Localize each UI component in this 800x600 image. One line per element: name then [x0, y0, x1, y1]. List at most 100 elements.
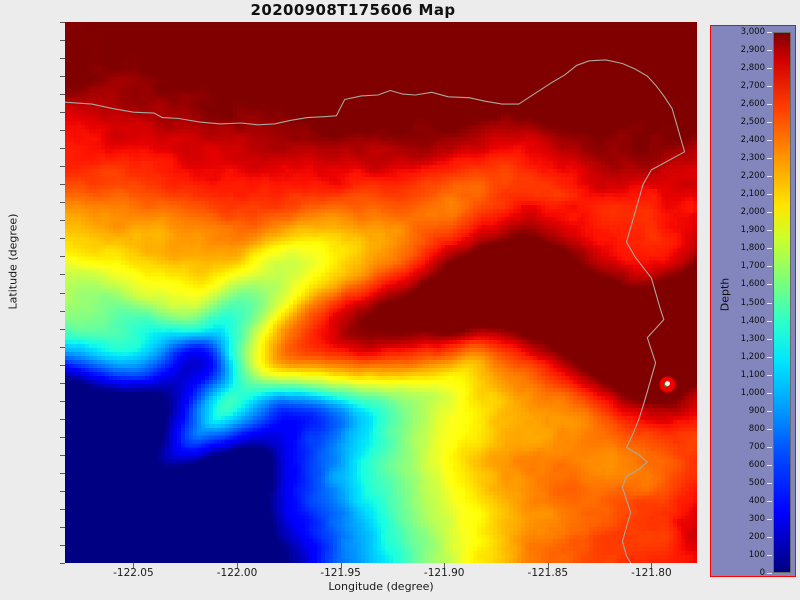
- colorbar-tick-label: 600: [748, 459, 765, 470]
- y-tick-mark: [60, 382, 65, 384]
- colorbar-tick-label: 1,500: [740, 297, 765, 308]
- x-tick-label: -121.90: [423, 567, 465, 579]
- colorbar-tick-label: 2,300: [740, 153, 765, 164]
- colorbar-tick-label: 2,400: [740, 135, 765, 146]
- colorbar-tick-label: 500: [748, 477, 765, 488]
- y-tick-mark: [60, 94, 65, 96]
- y-tick-mark: [60, 166, 65, 168]
- colorbar-tick-mark: [767, 518, 772, 520]
- colorbar-gradient[interactable]: [773, 32, 791, 573]
- colorbar-tick-label: 1,900: [740, 225, 765, 236]
- y-tick-mark: [60, 148, 65, 150]
- colorbar-tick-mark: [767, 320, 772, 322]
- bathymetry-raster: [65, 22, 697, 563]
- page-title: 20200908T175606 Map: [250, 1, 456, 19]
- colorbar-tick-label: 300: [748, 513, 765, 524]
- colorbar-tick-label: 2,900: [740, 45, 765, 56]
- y-tick-mark: [60, 328, 65, 330]
- coastline: [65, 59, 686, 563]
- y-tick-mark: [60, 274, 65, 276]
- colorbar-tick-label: 2,700: [740, 81, 765, 92]
- station-marker[interactable]: [659, 375, 677, 393]
- colorbar-tick-mark: [767, 266, 772, 268]
- colorbar-tick-mark: [767, 536, 772, 538]
- colorbar-tick-label: 1,200: [740, 351, 765, 362]
- y-tick-mark: [60, 76, 65, 78]
- colorbar-tick-mark: [767, 573, 772, 574]
- colorbar-tick-label: 800: [748, 423, 765, 434]
- x-tick-label: -122.00: [216, 567, 258, 579]
- y-tick-mark: [60, 202, 65, 204]
- y-tick-mark: [60, 310, 65, 312]
- colorbar-tick-label: 2,000: [740, 207, 765, 218]
- y-tick-mark: [60, 544, 65, 546]
- colorbar-tick-mark: [767, 50, 772, 52]
- colorbar-tick-mark: [767, 356, 772, 358]
- colorbar-tick-label: 100: [748, 549, 765, 560]
- colorbar-tick-mark: [767, 410, 772, 412]
- colorbar-tick-label: 1,400: [740, 315, 765, 326]
- colorbar-tick-label: 1,600: [740, 279, 765, 290]
- colorbar-tick-mark: [767, 86, 772, 88]
- colorbar-tick-label: 2,500: [740, 117, 765, 128]
- y-tick-mark: [60, 130, 65, 132]
- y-tick-mark: [60, 184, 65, 186]
- station-marker-center: [665, 380, 671, 386]
- y-tick-mark: [60, 22, 65, 23]
- colorbar-tick-mark: [767, 194, 772, 196]
- colorbar-tick-label: 2,600: [740, 99, 765, 110]
- colorbar-tick-mark: [767, 302, 772, 304]
- x-tick-label: -121.85: [527, 567, 569, 579]
- y-tick-mark: [60, 58, 65, 60]
- colorbar-tick-label: 400: [748, 495, 765, 506]
- y-tick-mark: [60, 472, 65, 474]
- colorbar-panel: 3,000 2,900 2,800 2,700 2,600 2,500 2,400 2,300…: [710, 25, 796, 578]
- y-tick-mark: [60, 112, 65, 114]
- y-tick-mark: [60, 526, 65, 528]
- colorbar-tick-mark: [767, 500, 772, 502]
- colorbar-tick-mark: [767, 230, 772, 232]
- colorbar-tick-label: 2,200: [740, 171, 765, 182]
- y-tick-mark: [60, 436, 65, 438]
- x-tick-label: -121.80: [631, 567, 672, 579]
- y-tick-mark: [60, 563, 65, 564]
- colorbar-tick-mark: [767, 176, 772, 178]
- colorbar-tick-label: 1,800: [740, 243, 765, 254]
- colorbar-tick-mark: [767, 248, 772, 250]
- y-tick-mark: [60, 364, 65, 366]
- colorbar-tick-label: 2,100: [740, 189, 765, 200]
- colorbar-tick-mark: [767, 428, 772, 430]
- y-tick-mark: [60, 256, 65, 258]
- map-plot-area[interactable]: [65, 22, 697, 563]
- y-axis-label: Latitude (degree): [6, 213, 20, 310]
- colorbar-tick-label: 0: [759, 568, 765, 578]
- y-tick-mark: [60, 238, 65, 240]
- colorbar-tick-mark: [767, 482, 772, 484]
- colorbar-tick-label: 2,800: [740, 63, 765, 74]
- y-tick-mark: [60, 292, 65, 294]
- colorbar-tick-label: 1,300: [740, 333, 765, 344]
- colorbar-tick-mark: [767, 122, 772, 124]
- colorbar-tick-mark: [767, 158, 772, 160]
- y-tick-mark: [60, 418, 65, 420]
- x-tick-label: -121.95: [320, 567, 361, 579]
- colorbar-tick-mark: [767, 32, 772, 33]
- colorbar-tick-label: 1,000: [740, 387, 765, 398]
- colorbar-tick-label: 900: [748, 405, 765, 416]
- x-tick-mark: [133, 563, 135, 568]
- y-tick-mark: [60, 40, 65, 42]
- colorbar-tick-label: 700: [748, 441, 765, 452]
- y-tick-mark: [60, 508, 65, 510]
- y-tick-mark: [60, 400, 65, 402]
- x-tick-label: -122.05: [113, 567, 154, 579]
- colorbar-tick-label: 1,100: [740, 369, 765, 380]
- x-tick-mark: [547, 563, 549, 568]
- x-tick-mark: [340, 563, 342, 568]
- x-tick-mark: [444, 563, 446, 568]
- colorbar-tick-mark: [767, 446, 772, 448]
- y-tick-mark: [60, 490, 65, 492]
- colorbar-tick-mark: [767, 554, 772, 556]
- colorbar-label: Depth: [718, 277, 732, 312]
- x-tick-mark: [651, 563, 653, 568]
